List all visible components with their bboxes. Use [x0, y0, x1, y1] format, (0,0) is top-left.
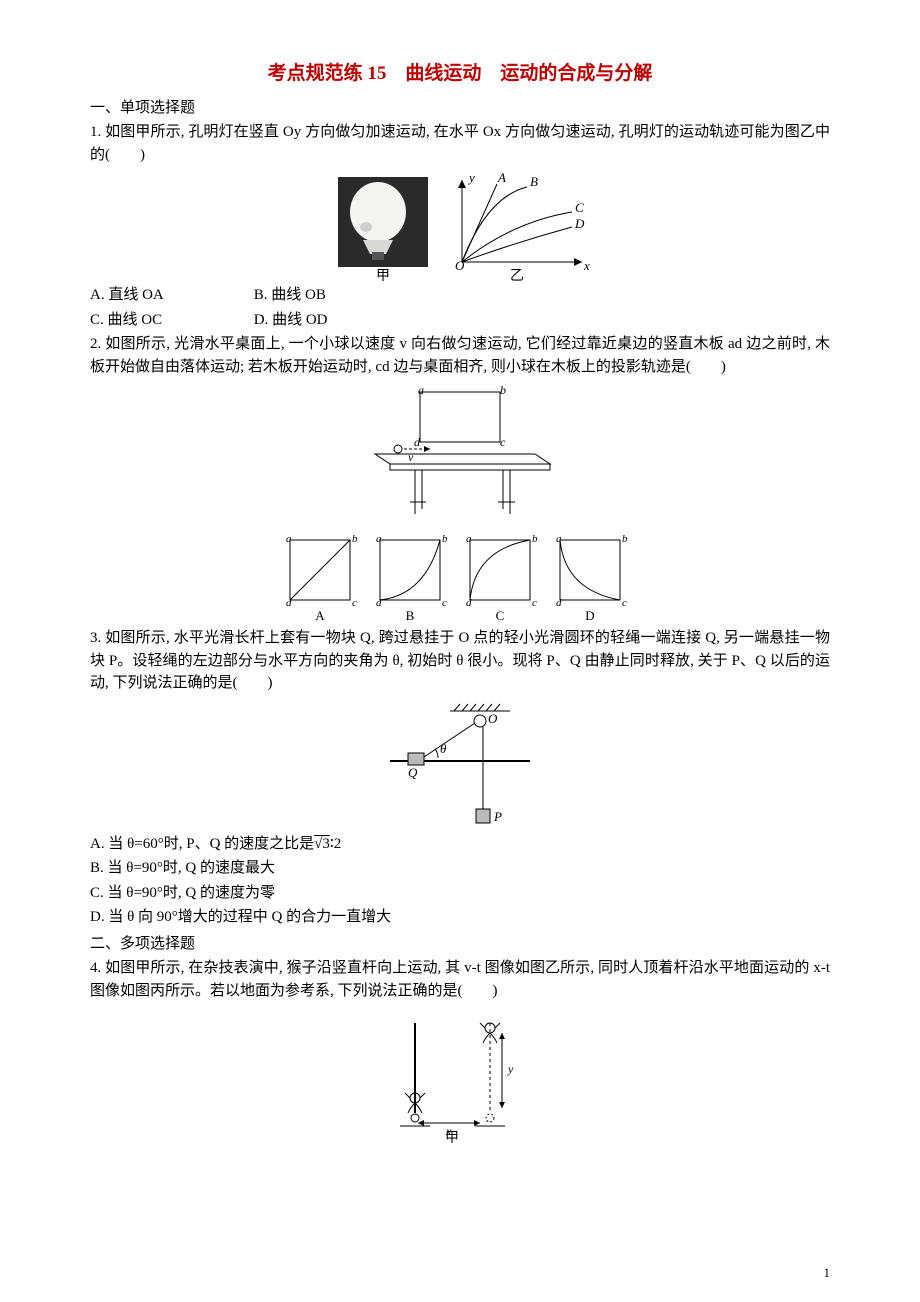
- svg-text:a: a: [418, 384, 424, 397]
- svg-text:a: a: [376, 533, 382, 545]
- svg-text:d: d: [414, 435, 421, 449]
- q1-options-row2: C. 曲线 OC D. 曲线 OD: [90, 309, 830, 332]
- svg-text:Q: Q: [408, 765, 418, 780]
- q1-figures: 甲 O y x A B C D 乙: [90, 172, 830, 282]
- q1-optC: C. 曲线 OC: [90, 309, 250, 332]
- svg-text:C: C: [575, 200, 584, 215]
- svg-text:c: c: [442, 597, 447, 609]
- q1-optA: A. 直线 OA: [90, 284, 250, 307]
- q2-stem: 2. 如图所示, 光滑水平桌面上, 一个小球以速度 v 向右做匀速运动, 它们经…: [90, 333, 830, 378]
- q1-optB: B. 曲线 OB: [254, 284, 414, 307]
- svg-text:b: b: [500, 384, 506, 397]
- page-title: 考点规范练 15 曲线运动 运动的合成与分解: [90, 60, 830, 89]
- svg-text:B: B: [530, 174, 538, 189]
- q1-optD: D. 曲线 OD: [254, 309, 414, 332]
- q4-figure: x y 甲: [90, 1008, 830, 1143]
- page-number: 1: [824, 1263, 831, 1283]
- svg-text:y: y: [507, 1062, 514, 1076]
- svg-text:d: d: [376, 597, 382, 609]
- svg-text:b: b: [532, 533, 538, 545]
- q3-figure: O Q θ P: [90, 701, 830, 831]
- svg-text:v: v: [408, 450, 414, 464]
- svg-text:c: c: [532, 597, 537, 609]
- svg-text:y: y: [467, 172, 475, 185]
- svg-text:C: C: [496, 608, 505, 623]
- svg-text:a: a: [556, 533, 562, 545]
- svg-text:A: A: [315, 608, 325, 623]
- svg-text:x: x: [583, 258, 590, 273]
- svg-text:c: c: [500, 435, 506, 449]
- q1-fig-left: 甲: [328, 172, 438, 282]
- q1-options-row1: A. 直线 OA B. 曲线 OB: [90, 284, 830, 307]
- svg-text:b: b: [352, 533, 358, 545]
- svg-text:d: d: [556, 597, 562, 609]
- svg-text:B: B: [406, 608, 415, 623]
- svg-text:a: a: [466, 533, 472, 545]
- svg-text:乙: 乙: [510, 268, 524, 282]
- svg-text:a: a: [286, 533, 292, 545]
- q2-options-figs: a b c d A a b c d B a b c d C: [90, 530, 830, 625]
- svg-text:D: D: [574, 216, 585, 231]
- svg-text:b: b: [442, 533, 448, 545]
- svg-text:O: O: [455, 258, 465, 273]
- q3-optA: A. 当 θ=60°时, P、Q 的速度之比是√3∶2: [90, 833, 830, 856]
- svg-text:b: b: [622, 533, 628, 545]
- section-1-heading: 一、单项选择题: [90, 97, 830, 120]
- svg-text:甲: 甲: [445, 1131, 459, 1143]
- svg-text:c: c: [352, 597, 357, 609]
- q4-stem: 4. 如图甲所示, 在杂技表演中, 猴子沿竖直杆向上运动, 其 v-t 图像如图…: [90, 957, 830, 1002]
- q3-optB: B. 当 θ=90°时, Q 的速度最大: [90, 857, 830, 880]
- svg-text:P: P: [493, 809, 502, 824]
- q3-optC: C. 当 θ=90°时, Q 的速度为零: [90, 882, 830, 905]
- q1-fig-right: O y x A B C D 乙: [442, 172, 592, 282]
- svg-text:A: A: [497, 172, 506, 185]
- svg-text:D: D: [585, 608, 594, 623]
- svg-text:c: c: [622, 597, 627, 609]
- svg-text:甲: 甲: [376, 269, 390, 282]
- svg-text:θ: θ: [440, 741, 447, 756]
- q3-stem: 3. 如图所示, 水平光滑长杆上套有一物块 Q, 跨过悬挂于 O 点的轻小光滑圆…: [90, 627, 830, 695]
- svg-text:d: d: [466, 597, 472, 609]
- q3-optD: D. 当 θ 向 90°增大的过程中 Q 的合力一直增大: [90, 906, 830, 929]
- svg-text:O: O: [488, 711, 498, 726]
- q2-fig-main: a b c d v: [90, 384, 830, 524]
- q1-stem: 1. 如图甲所示, 孔明灯在竖直 Oy 方向做匀加速运动, 在水平 Ox 方向做…: [90, 121, 830, 166]
- section-2-heading: 二、多项选择题: [90, 933, 830, 956]
- svg-text:d: d: [286, 597, 292, 609]
